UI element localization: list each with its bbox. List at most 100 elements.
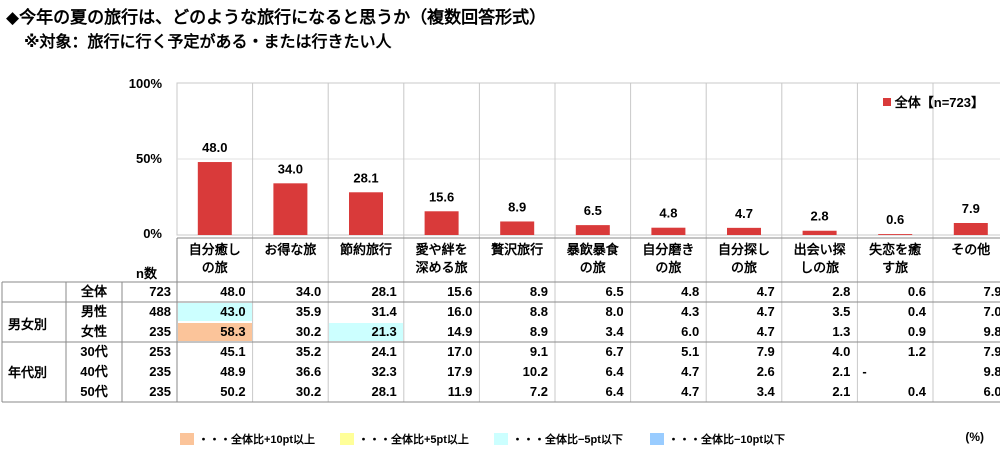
legend-swatch	[882, 97, 891, 106]
table-cell: 9.8	[983, 324, 1000, 339]
group-label-gender: 男女別	[8, 317, 48, 332]
n-cell: 723	[149, 284, 171, 299]
table-cell: 9.1	[529, 344, 548, 359]
table-cell: 2.1	[832, 364, 851, 379]
table-cell: 31.4	[371, 304, 397, 319]
row-label: 30代	[80, 344, 108, 359]
bar	[651, 227, 686, 235]
table-cell: 0.4	[907, 384, 926, 399]
legend-plus5-swatch	[340, 433, 354, 445]
y-tick-50: 50%	[135, 151, 162, 166]
n-header: n数	[136, 266, 157, 281]
row-label: 40代	[80, 364, 108, 379]
chart-subtitle: ※対象：旅行に行く予定がある・または行きたい人	[24, 34, 392, 51]
row-label: 女性	[80, 324, 107, 339]
table-cell: 4.3	[681, 304, 700, 319]
table-cell: 7.9	[756, 344, 775, 359]
table-cell: 6.4	[605, 384, 624, 399]
table-cell: 0.9	[907, 324, 926, 339]
y-tick-0: 0%	[143, 226, 162, 241]
bar-value-label: 7.9	[962, 201, 980, 216]
n-cell: 235	[149, 324, 171, 339]
legend-plus10-swatch	[180, 433, 194, 445]
table-cell: 4.7	[756, 304, 775, 319]
table-cell: 4.8	[681, 284, 700, 299]
legend-series-label: 全体【n=723】	[894, 95, 984, 110]
bar-value-label: 48.0	[202, 140, 227, 155]
table-cell: 7.9	[983, 344, 1000, 359]
table-cell: 4.7	[756, 324, 775, 339]
table-cell: 30.2	[295, 324, 322, 339]
table-cell: 34.0	[295, 284, 322, 299]
legend-plus5: ・・・全体比+5pt以上	[340, 431, 469, 447]
table-cell: 50.2	[220, 384, 246, 399]
row-label: 50代	[80, 384, 108, 399]
column-header: 失恋を癒 す旅	[869, 242, 922, 275]
table-cell: 1.3	[832, 324, 851, 339]
table-cell: 48.0	[220, 284, 246, 299]
table-cell: 11.9	[447, 384, 473, 399]
legend-minus10: ・・・全体比−10pt以下	[650, 431, 785, 447]
column-header: 自分磨き の旅	[642, 242, 695, 275]
table-cell: 10.2	[522, 364, 548, 379]
column-header: 出会い探 しの旅	[793, 242, 846, 275]
n-cell: 253	[149, 344, 171, 359]
bar-value-label: 15.6	[429, 189, 454, 204]
table-cell: 14.9	[447, 324, 473, 339]
table-cell: 3.4	[756, 384, 775, 399]
legend-minus5: ・・・全体比−5pt以下	[494, 431, 623, 447]
table-cell: 8.0	[605, 304, 624, 319]
table-cell: 35.9	[295, 304, 322, 319]
table-cell: 3.4	[605, 324, 624, 339]
column-header: 節約旅行	[339, 242, 392, 257]
n-cell: 488	[149, 304, 171, 319]
table-cell: 4.7	[756, 284, 775, 299]
table-cell: 0.6	[907, 284, 926, 299]
bar-value-label: 8.9	[508, 199, 526, 214]
table-cell: 7.0	[983, 304, 1000, 319]
legend-minus10-swatch	[650, 433, 664, 445]
table-cell: 15.6	[447, 284, 473, 299]
table-cell: 21.3	[329, 323, 403, 341]
column-header: お得な旅	[264, 242, 317, 257]
table-cell: 4.0	[832, 344, 851, 359]
table-cell: 48.9	[220, 364, 246, 379]
table-cell: -	[862, 364, 867, 379]
table-cell: 7.9	[983, 284, 1000, 299]
table-cell: 5.1	[681, 344, 700, 359]
table-cell: 28.1	[371, 384, 397, 399]
table-cell: 0.4	[907, 304, 926, 319]
column-header: 暴飲暴食 の旅	[566, 242, 619, 275]
table-cell: 24.1	[371, 344, 397, 359]
bar	[953, 222, 988, 235]
table-cell: 6.4	[605, 364, 624, 379]
row-label: 全体	[80, 284, 107, 299]
row-label: 男性	[80, 304, 107, 319]
bar	[500, 221, 535, 235]
table-cell: 3.5	[832, 304, 851, 319]
column-header: 自分探し の旅	[717, 242, 770, 275]
bar	[802, 230, 837, 235]
table-cell: 8.8	[529, 304, 548, 319]
bar	[878, 234, 913, 235]
table-cell: 35.2	[295, 344, 322, 359]
bar	[349, 192, 383, 235]
bar	[575, 225, 610, 235]
bar	[727, 227, 761, 235]
bar	[197, 162, 232, 235]
bar-value-label: 0.6	[886, 212, 904, 227]
table-cell: 6.7	[605, 344, 624, 359]
legend-plus5-label: ・・・全体比+5pt以上	[358, 434, 469, 446]
unit-label: (%)	[965, 430, 984, 444]
legend-minus5-label: ・・・全体比−5pt以下	[512, 434, 623, 446]
table-cell: 6.0	[983, 384, 1000, 399]
table-cell: 45.1	[220, 344, 246, 359]
table-cell: 58.3	[178, 323, 252, 341]
n-cell: 235	[149, 364, 171, 379]
table-cell: 4.7	[681, 384, 700, 399]
table-cell: 32.3	[371, 364, 397, 379]
bar-value-label: 6.5	[584, 203, 602, 218]
chart-title: ◆今年の夏の旅行は、どのような旅行になると思うか（複数回答形式）	[6, 8, 547, 27]
column-header: 愛や絆を 深める旅	[415, 242, 468, 275]
